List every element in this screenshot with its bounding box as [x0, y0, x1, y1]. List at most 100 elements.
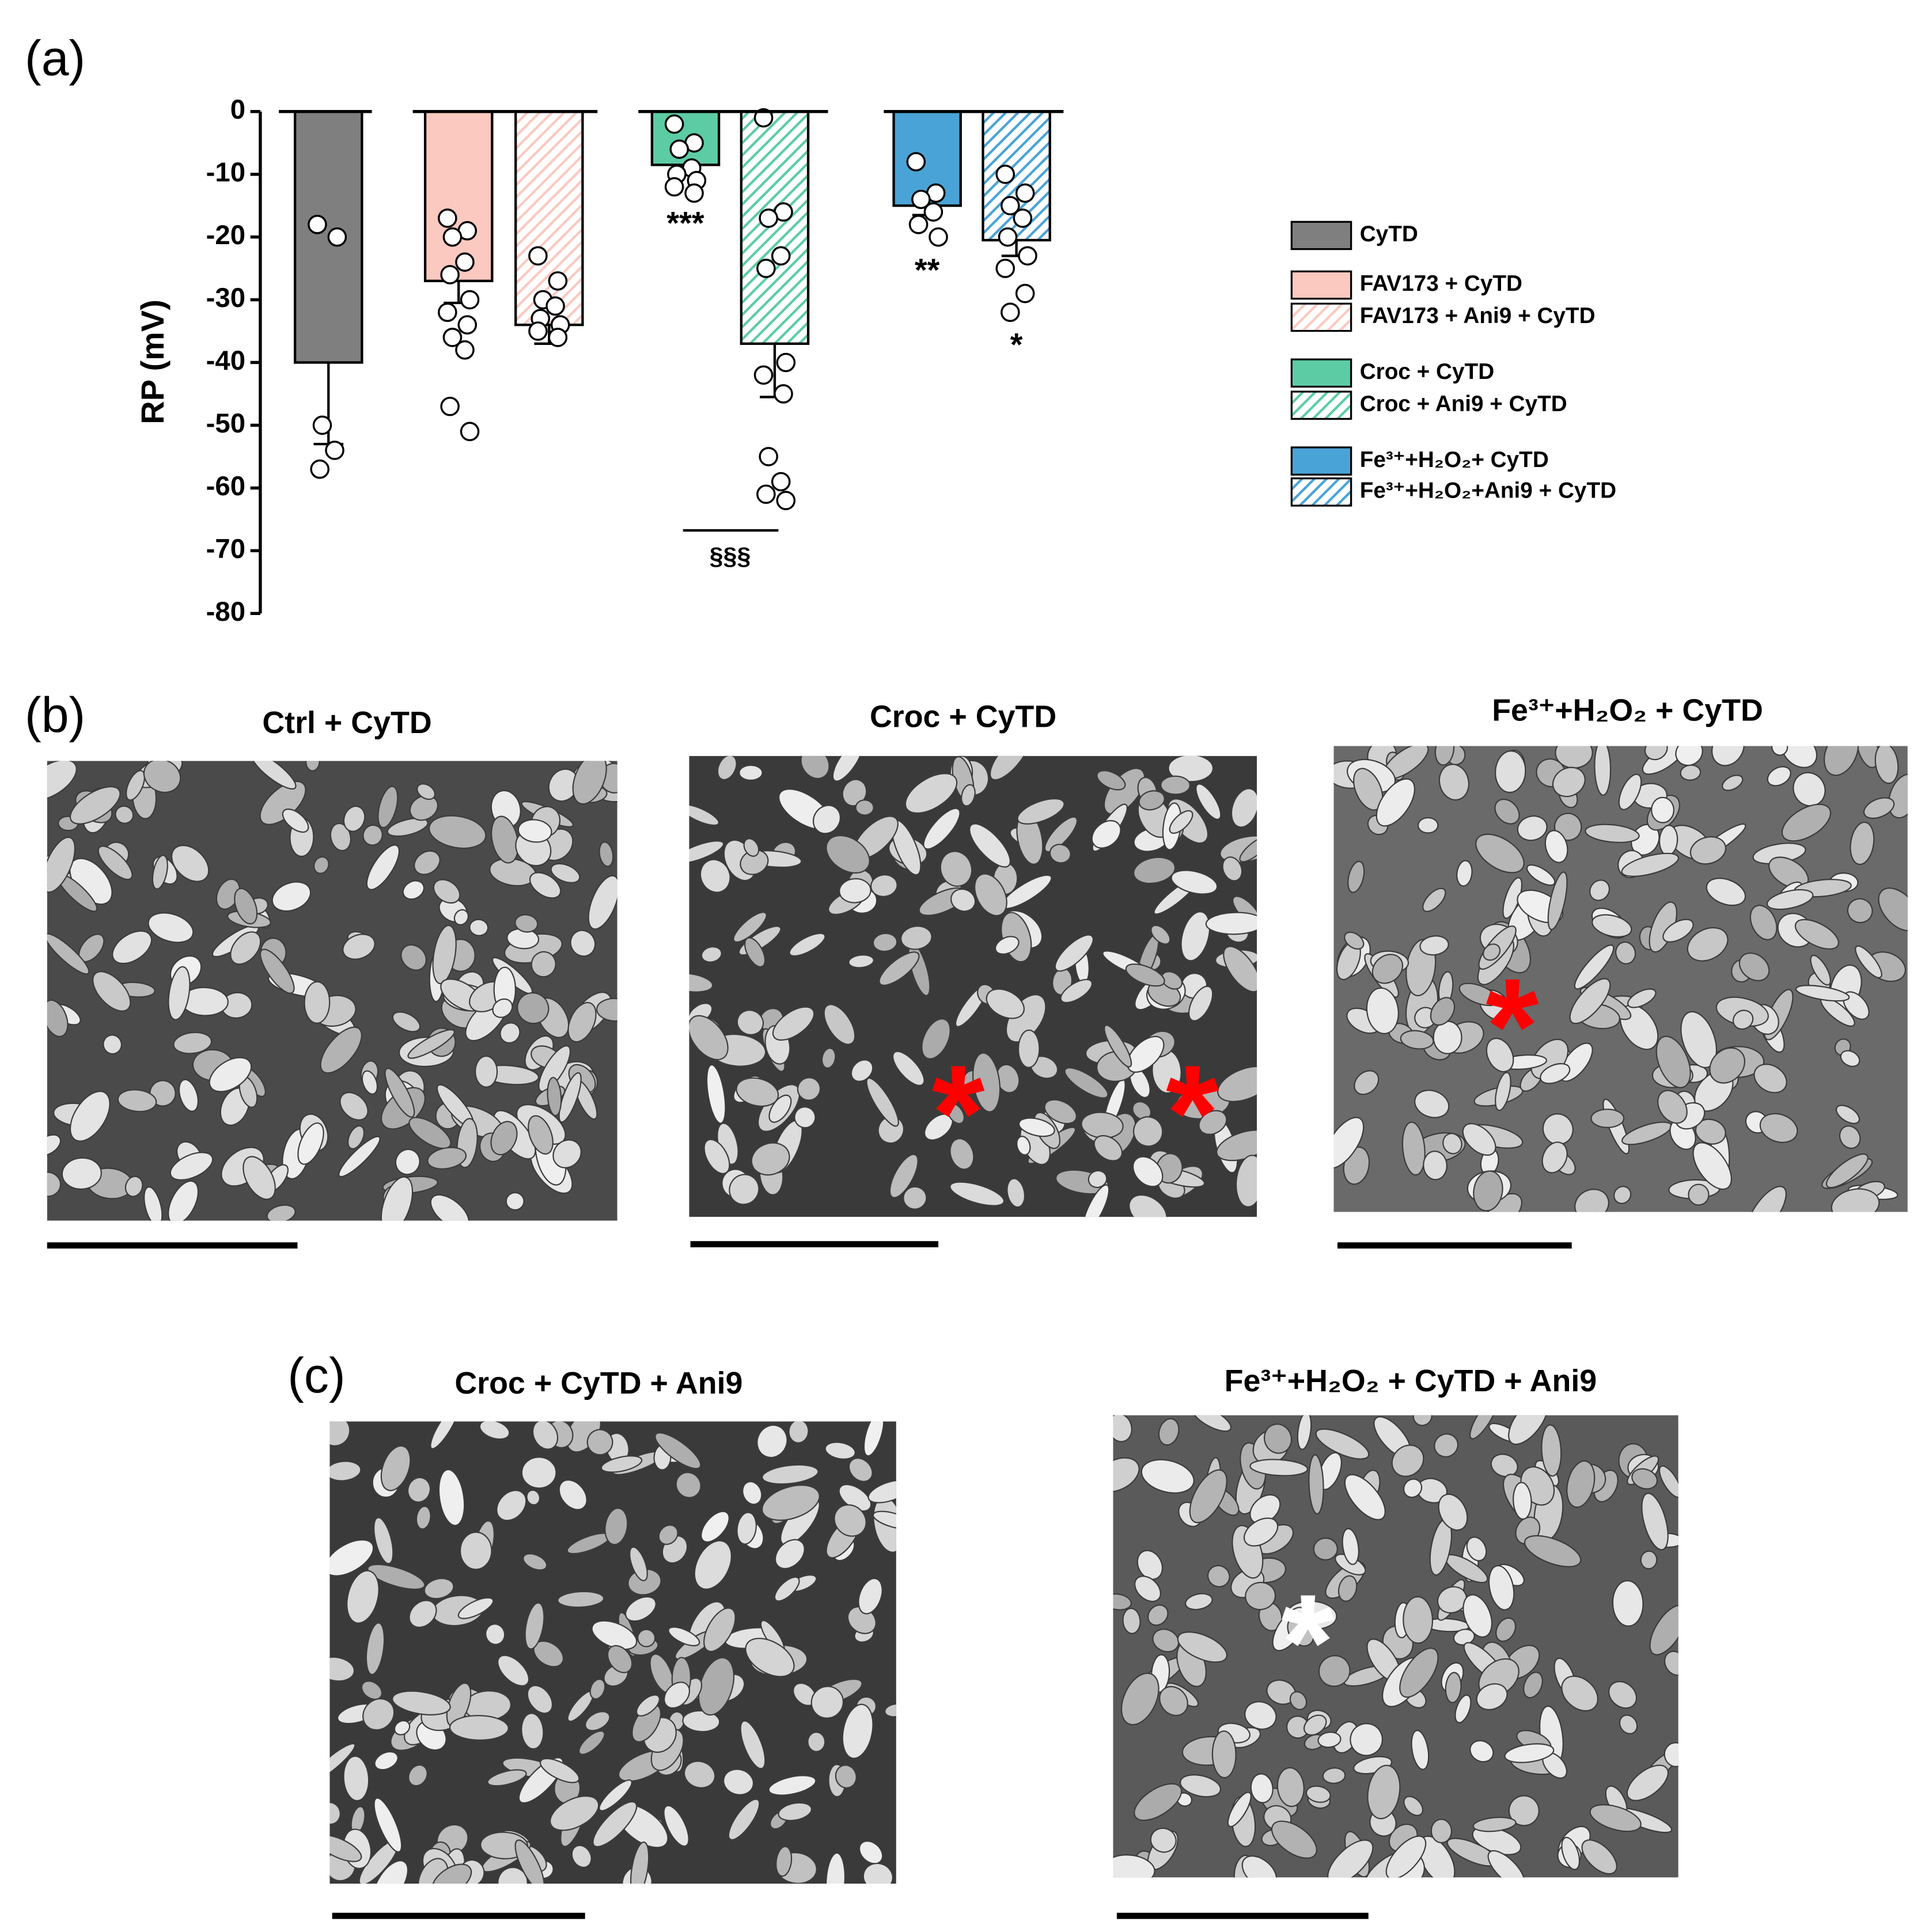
legend-label: FAV173 + Ani9 + CyTD	[1360, 303, 1596, 328]
microvillus	[1462, 1123, 1496, 1156]
microvillus	[343, 1755, 370, 1802]
microvillus	[487, 1769, 527, 1787]
microvillus	[416, 783, 436, 800]
microvillus	[69, 1091, 111, 1142]
microvillus	[1732, 1009, 1754, 1030]
microvillus	[380, 1445, 411, 1491]
microvillus	[1466, 1536, 1487, 1562]
microvillus	[329, 1656, 355, 1682]
microvillus	[126, 770, 146, 801]
microvillus	[1475, 833, 1525, 874]
microvillus	[469, 918, 489, 936]
microvillus	[266, 1204, 296, 1221]
microvillus	[900, 925, 933, 950]
microvillus	[658, 1524, 679, 1545]
microvillus	[1486, 1038, 1514, 1073]
microvillus	[491, 815, 519, 864]
microvillus	[1753, 1064, 1787, 1094]
microvillus	[1327, 1839, 1374, 1878]
microvillus	[260, 948, 295, 994]
microvillus	[1706, 878, 1746, 906]
microvillus	[521, 1456, 557, 1489]
microvillus	[1874, 746, 1899, 784]
microvillus	[699, 859, 731, 893]
microvillus	[392, 1011, 421, 1033]
microvillus	[1169, 810, 1193, 834]
microvillus	[703, 1607, 736, 1652]
microvillus	[430, 1421, 460, 1449]
microvillus	[1087, 1170, 1108, 1189]
microvillus	[1133, 1116, 1164, 1147]
microvillus	[373, 1517, 394, 1565]
microvillus	[729, 1174, 760, 1205]
microvillus	[1127, 1035, 1165, 1073]
microvillus	[855, 799, 874, 816]
legend-label: Fe³⁺+H₂O₂+Ani9 + CyTD	[1360, 479, 1616, 503]
microvillus	[1692, 1142, 1732, 1190]
microvillus	[395, 1148, 420, 1175]
microvillus	[427, 1147, 467, 1170]
data-point	[528, 321, 548, 341]
microvillus	[949, 1181, 1005, 1206]
microvillus	[823, 1004, 856, 1045]
microvillus	[1134, 1576, 1161, 1602]
data-point	[908, 215, 929, 234]
microvillus	[727, 1798, 760, 1840]
microvillus	[1303, 1714, 1327, 1736]
microvillus	[863, 1421, 885, 1457]
microvillus	[386, 818, 429, 837]
microvillus	[47, 1134, 62, 1156]
microvillus	[745, 1638, 795, 1677]
microvillus	[878, 951, 920, 986]
microvillus	[1855, 945, 1882, 978]
data-point	[440, 396, 460, 416]
data-point	[759, 208, 779, 228]
microvillus	[1675, 746, 1703, 766]
microvillus	[171, 845, 210, 882]
microvillus	[1863, 797, 1895, 819]
image-title: Fe³⁺+H₂O₂ + CyTD + Ani9	[1225, 1364, 1597, 1398]
data-point	[911, 189, 931, 210]
micrograph	[1113, 1415, 1678, 1878]
microvillus	[1205, 912, 1257, 935]
microvillus	[1495, 1617, 1517, 1642]
data-point	[548, 271, 568, 291]
microvillus	[1825, 1153, 1869, 1189]
microvillus	[1608, 1681, 1638, 1709]
microvillus	[1434, 1433, 1459, 1457]
microvillus	[1552, 766, 1586, 798]
microvillus	[1245, 1581, 1276, 1611]
microvillus	[1589, 1804, 1642, 1832]
data-point	[664, 177, 684, 197]
microvillus	[1150, 924, 1171, 945]
microvillus	[1195, 783, 1222, 820]
microvillus	[1688, 1183, 1710, 1206]
microvillus	[995, 936, 1020, 955]
microvillus	[591, 1620, 638, 1650]
microvillus	[1411, 1730, 1430, 1770]
microvillus	[1585, 823, 1640, 843]
microvillus	[530, 951, 556, 978]
microvillus	[1017, 1029, 1040, 1068]
microvillus	[558, 1479, 588, 1510]
data-point	[442, 328, 463, 347]
legend-label: FAV173 + CyTD	[1360, 271, 1522, 296]
region-marker: *	[1486, 951, 1539, 1103]
microvillus	[374, 1751, 399, 1771]
microvillus	[800, 756, 830, 779]
microvillus	[1133, 856, 1176, 885]
microvillus	[862, 1862, 893, 1884]
microvillus	[550, 1795, 600, 1831]
microvillus	[1836, 1104, 1860, 1124]
microvillus	[825, 834, 870, 874]
microvillus	[1185, 1593, 1213, 1611]
microvillus	[1655, 1035, 1691, 1088]
image-title: Croc + CyTD + Ani9	[454, 1366, 742, 1400]
microvillus	[1128, 1194, 1168, 1217]
microvillus	[1508, 1415, 1549, 1445]
bar	[514, 110, 584, 327]
microvillus	[1749, 905, 1778, 940]
microvillus	[1613, 1186, 1632, 1204]
microvillus	[1540, 1063, 1571, 1084]
legend-label: Fe³⁺+H₂O₂+ CyTD	[1360, 447, 1549, 472]
